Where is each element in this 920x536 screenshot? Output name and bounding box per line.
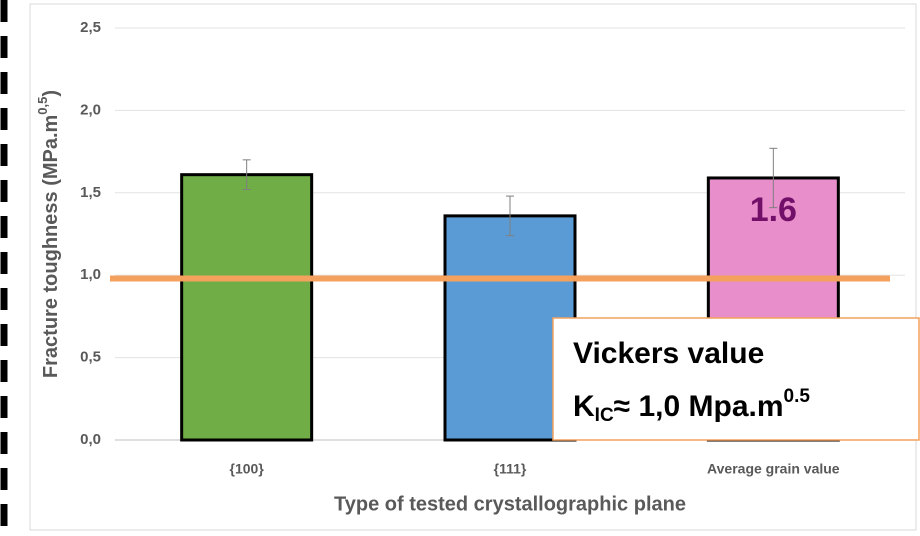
annotation-sub: IC xyxy=(595,405,614,426)
y-tick-label: 0,0 xyxy=(80,431,101,448)
annotation-line2: KIC≈ 1,0 Mpa.m0.5 xyxy=(573,386,810,426)
y-tick-label: 1,0 xyxy=(80,266,101,283)
y-label-sup: 0,5 xyxy=(35,97,50,115)
annotation-sup: 0.5 xyxy=(784,386,811,407)
annotation-rest: ≈ 1,0 Mpa.m xyxy=(614,390,784,423)
y-tick-label: 2,5 xyxy=(80,19,101,36)
y-tick-label: 2,0 xyxy=(80,101,101,118)
overlay: Vickers value KIC≈ 1,0 Mpa.m0.5 xyxy=(552,317,920,441)
x-tick-label: {111} xyxy=(494,461,527,477)
y-label-text: Fracture toughness (MPa.m xyxy=(40,115,62,378)
y-axis-label: Fracture toughness (MPa.m0,5) xyxy=(35,90,62,378)
annotation-line1: Vickers value xyxy=(573,337,764,370)
y-tick-label: 0,5 xyxy=(80,349,101,366)
y-label-end: ) xyxy=(40,90,62,97)
bar xyxy=(180,173,314,442)
x-tick-label: {100} xyxy=(230,461,265,477)
y-tick-label: 1,5 xyxy=(80,184,101,201)
annotation-k: K xyxy=(573,390,595,423)
value-label: 1.6 xyxy=(750,191,797,229)
x-axis-label: Type of tested crystallographic plane xyxy=(334,493,686,515)
x-tick-label: Average grain value xyxy=(707,461,840,477)
annotation-box xyxy=(552,317,920,441)
